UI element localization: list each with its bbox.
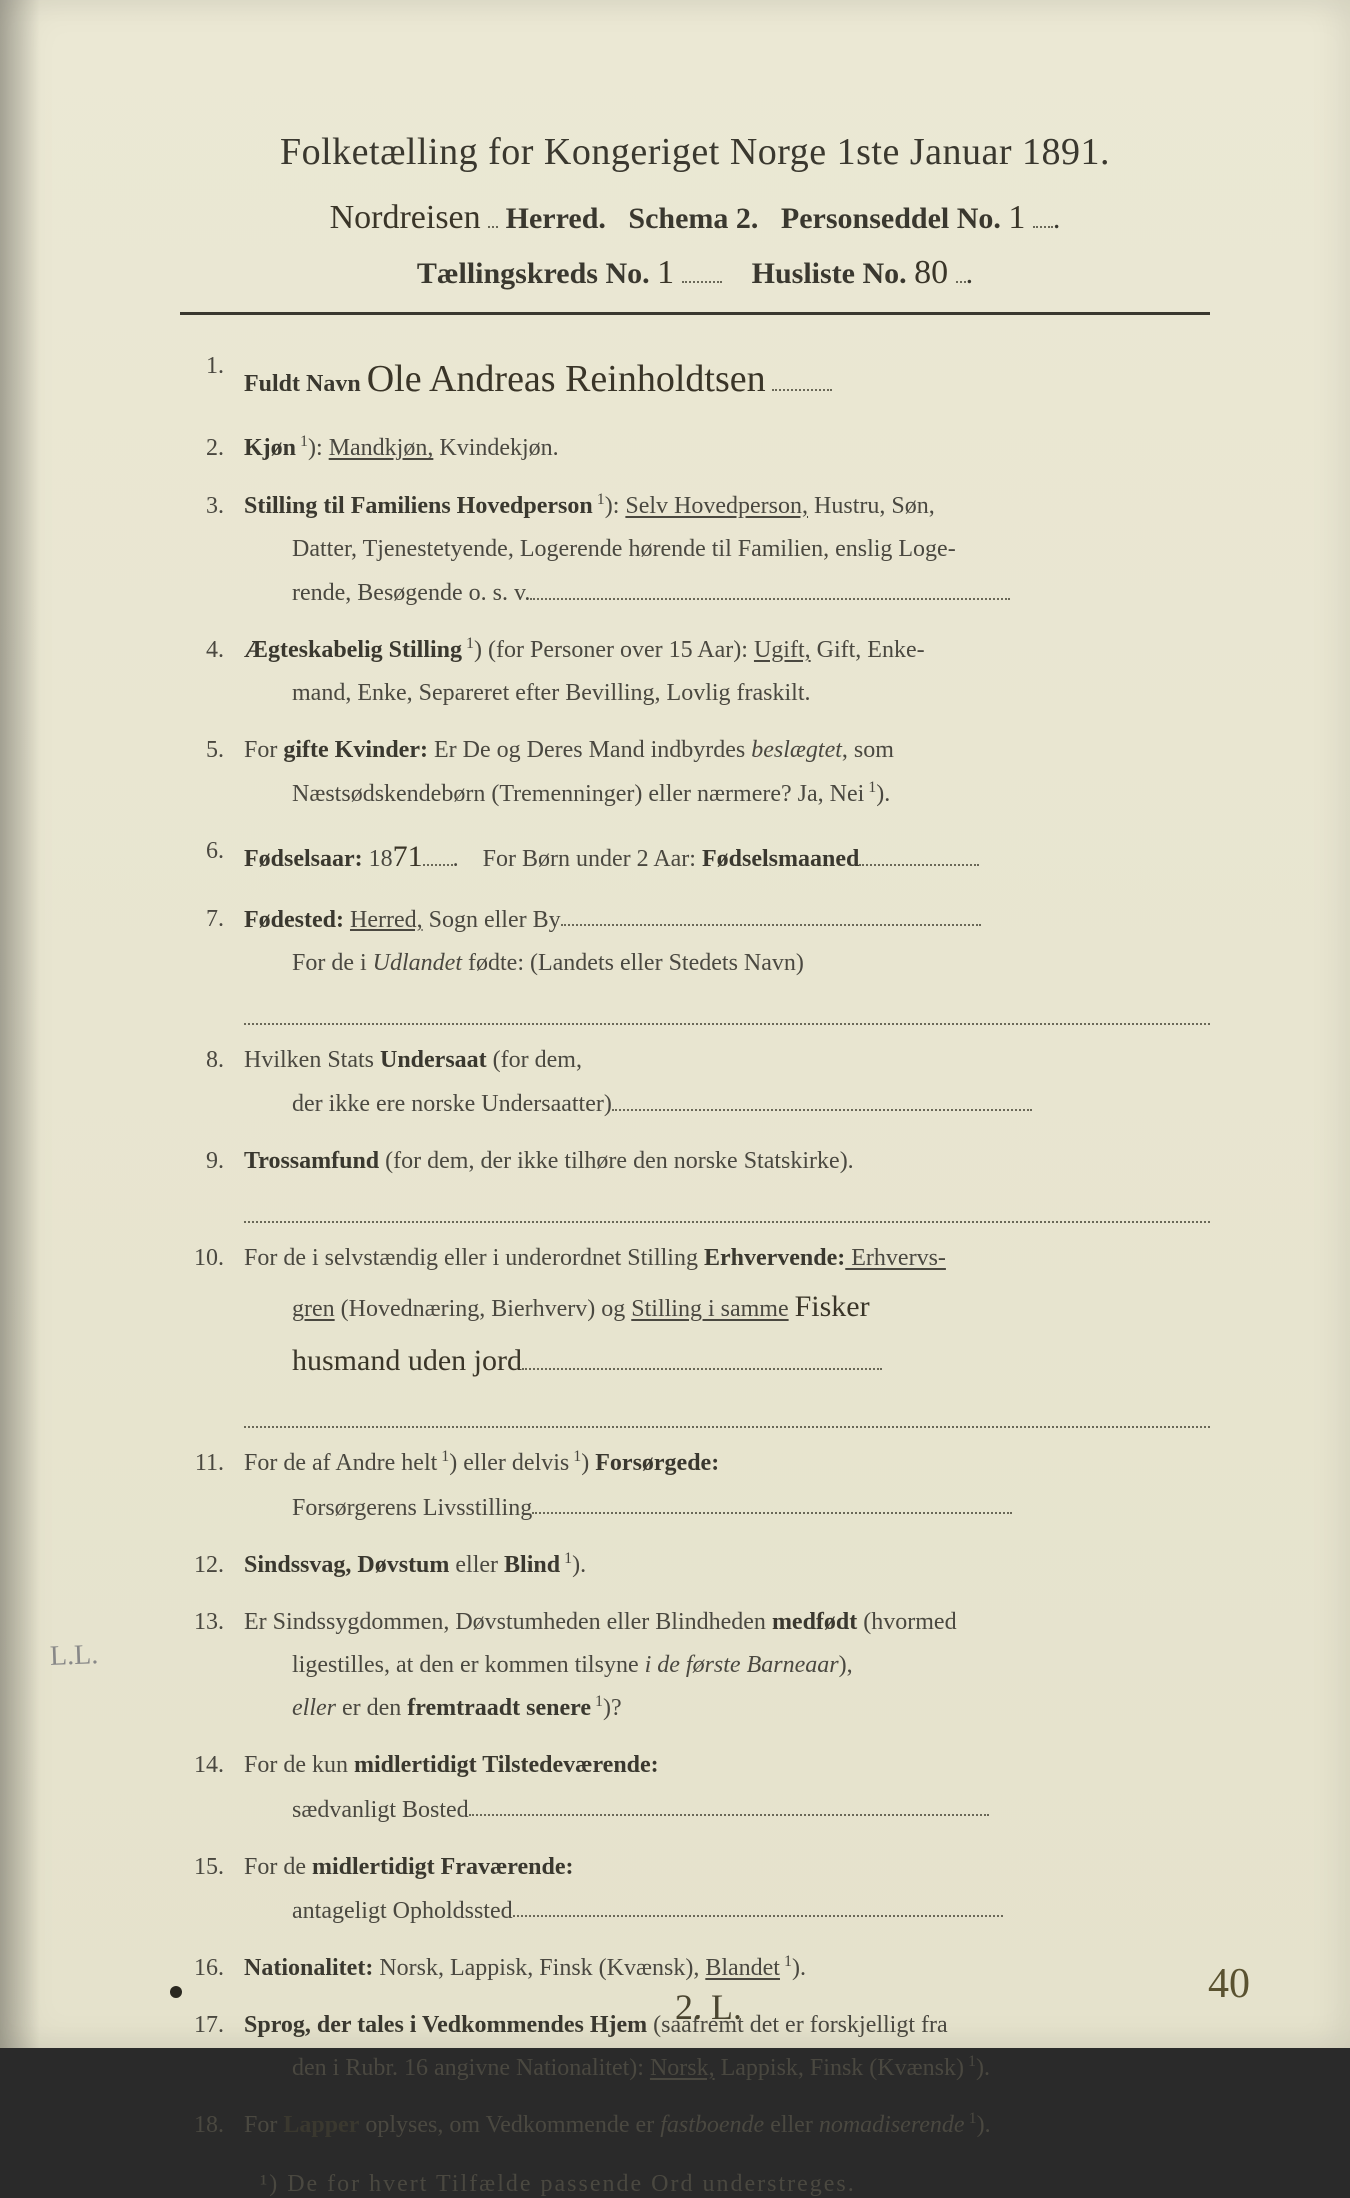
- footnote: ¹) De for hvert Tilfælde passende Ord un…: [180, 2171, 1210, 2198]
- item-7: 7. Fødested: Herred, Sogn eller By For d…: [180, 898, 1210, 1025]
- birthplace-underlined: Herred,: [350, 906, 423, 932]
- form-items: 1. Fuldt Navn Ole Andreas Reinholdtsen 2…: [180, 345, 1210, 2147]
- form-title: Folketælling for Kongeriget Norge 1ste J…: [180, 130, 1210, 174]
- birth-year-handwritten: 71: [393, 840, 423, 873]
- bottom-mark-handwritten: 2. L.: [675, 1986, 742, 2028]
- form-header: Folketælling for Kongeriget Norge 1ste J…: [180, 130, 1210, 292]
- census-form-page: Folketælling for Kongeriget Norge 1ste J…: [0, 0, 1350, 2048]
- item-18: 18. For Lapper oplyses, om Vedkommende e…: [180, 2104, 1210, 2147]
- herred-name-handwritten: Nordreisen: [330, 199, 481, 237]
- sex-underlined: Mandkjøn,: [329, 435, 434, 461]
- occupation-hw-1: Fisker: [795, 1290, 870, 1323]
- item-5: 5. For gifte Kvinder: Er De og Deres Man…: [180, 729, 1210, 815]
- margin-note-handwritten: L.L.: [49, 1639, 98, 1673]
- kreds-no-handwritten: 1: [657, 254, 674, 292]
- husliste-no-handwritten: 80: [914, 254, 948, 292]
- item-9: 9. Trossamfund (for dem, der ikke tilhør…: [180, 1140, 1210, 1223]
- item-14: 14. For de kun midlertidigt Tilstedevære…: [180, 1744, 1210, 1831]
- header-line-3: Tællingskreds No. 1 Husliste No. 80 .: [180, 247, 1210, 292]
- full-name-handwritten: Ole Andreas Reinholdtsen: [367, 345, 766, 413]
- language-underlined: Norsk,: [650, 2055, 715, 2081]
- item-3: 3. Stilling til Familiens Hovedperson 1)…: [180, 485, 1210, 615]
- item-10: 10. For de i selvstændig eller i underor…: [180, 1237, 1210, 1428]
- position-underlined: Selv Hovedperson,: [625, 493, 808, 519]
- page-number-handwritten: 40: [1208, 1960, 1250, 2008]
- header-divider: [180, 312, 1210, 315]
- ink-spot: [170, 1986, 182, 1998]
- item-16: 16. Nationalitet: Norsk, Lappisk, Finsk …: [180, 1947, 1210, 1990]
- marital-underlined: Ugift,: [754, 637, 811, 663]
- item-13: 13. Er Sindssygdommen, Døvstumheden elle…: [180, 1601, 1210, 1731]
- item-2: 2. Kjøn 1): Mandkjøn, Kvindekjøn.: [180, 427, 1210, 470]
- item-12: 12. Sindssvag, Døvstum eller Blind 1).: [180, 1544, 1210, 1587]
- personseddel-no-handwritten: 1: [1008, 199, 1025, 237]
- occupation-hw-2: husmand uden jord: [292, 1344, 522, 1377]
- item-1: 1. Fuldt Navn Ole Andreas Reinholdtsen: [180, 345, 1210, 413]
- header-line-2: Nordreisen Herred. Schema 2. Personsedde…: [180, 192, 1210, 237]
- item-11: 11. For de af Andre helt 1) eller delvis…: [180, 1442, 1210, 1529]
- item-15: 15. For de midlertidigt Fraværende: anta…: [180, 1846, 1210, 1933]
- item-6: 6. Fødselsaar: 1871. For Børn under 2 Aa…: [180, 830, 1210, 884]
- nationality-underlined: Blandet: [705, 1955, 780, 1981]
- item-4: 4. Ægteskabelig Stilling 1) (for Persone…: [180, 629, 1210, 715]
- item-8: 8. Hvilken Stats Undersaat (for dem, der…: [180, 1039, 1210, 1126]
